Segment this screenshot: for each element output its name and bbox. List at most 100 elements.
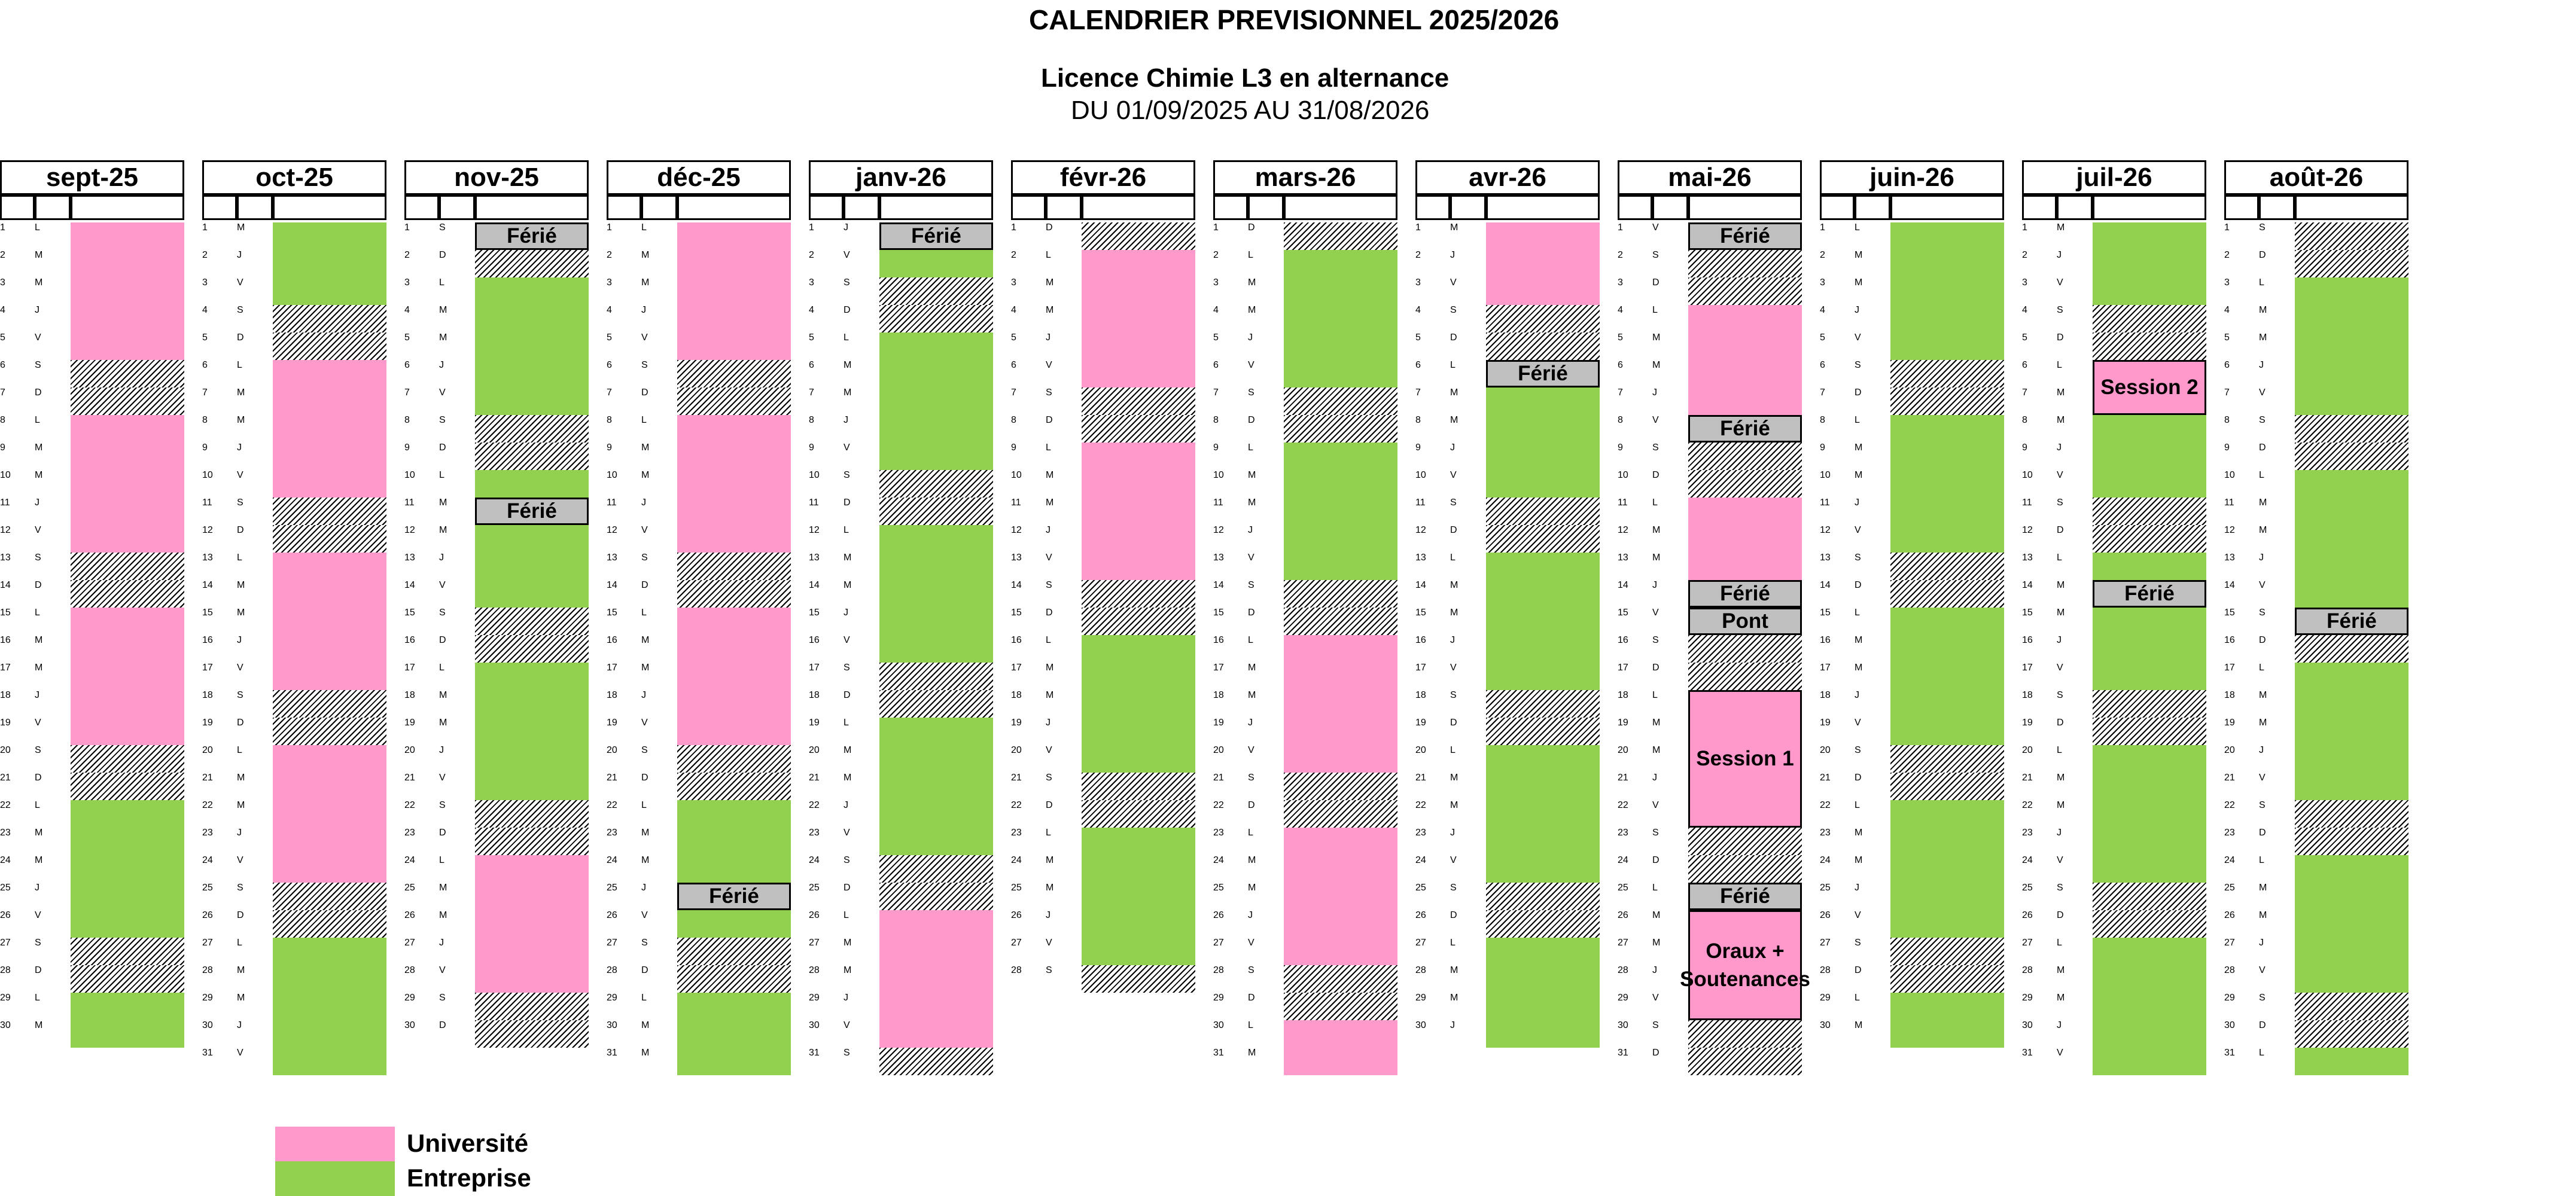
day-status-cell <box>677 855 791 883</box>
weekday-letter: S <box>2057 498 2063 508</box>
day-number: 12 <box>404 525 415 535</box>
weekday-letter: D <box>237 718 244 728</box>
day-status-cell <box>273 1048 386 1075</box>
weekday-letter: M <box>2057 800 2065 810</box>
day-status-cell <box>1082 745 1195 773</box>
day-number: 17 <box>1011 663 1022 673</box>
weekday-letter: V <box>2259 580 2266 590</box>
day-number: 4 <box>2224 305 2230 315</box>
day-number: 24 <box>202 855 213 865</box>
day-status-cell <box>273 745 386 773</box>
day-status-cell <box>71 525 184 553</box>
weekday-letter: D <box>844 690 851 700</box>
weekday-letter: S <box>641 553 648 563</box>
holiday-label: Pont <box>1688 608 1802 635</box>
day-status-cell <box>1486 635 1600 663</box>
day-status-cell <box>71 608 184 635</box>
month-header-dec: déc-25 <box>607 160 791 195</box>
spacer-cell <box>1652 195 1688 220</box>
month-header-janv: janv-26 <box>809 160 993 195</box>
day-status-cell <box>71 718 184 745</box>
day-number: 26 <box>2022 910 2033 920</box>
day-number: 18 <box>809 690 820 700</box>
day-number: 17 <box>404 663 415 673</box>
weekday-letter: L <box>439 855 444 865</box>
weekday-letter: S <box>641 745 648 755</box>
day-number: 9 <box>1213 443 1219 453</box>
weekday-letter: J <box>1855 690 1859 700</box>
day-status-cell <box>273 415 386 443</box>
day-status-cell <box>475 883 589 910</box>
spacer-cell <box>1450 195 1486 220</box>
weekday-letter: J <box>1046 525 1051 535</box>
day-status-cell <box>1486 690 1600 718</box>
day-status-cell <box>1688 388 1802 415</box>
weekday-letter: S <box>1450 883 1457 893</box>
weekday-letter: D <box>35 773 42 783</box>
day-status-cell <box>2093 608 2206 635</box>
day-status-cell <box>273 828 386 855</box>
day-number: 8 <box>1415 415 1421 425</box>
day-number: 29 <box>2224 993 2235 1003</box>
weekday-letter: L <box>1248 443 1253 453</box>
day-number: 28 <box>404 965 415 975</box>
weekday-letter: D <box>1046 800 1053 810</box>
day-number: 15 <box>1011 608 1022 618</box>
day-number: 5 <box>2022 332 2027 343</box>
day-status-cell <box>879 855 993 883</box>
day-status-cell <box>273 277 386 305</box>
weekday-letter: J <box>1450 1020 1455 1030</box>
day-number: 14 <box>202 580 213 590</box>
weekday-letter: M <box>1450 222 1458 233</box>
spacer-cell <box>1415 195 1450 220</box>
day-number: 5 <box>2224 332 2230 343</box>
weekday-letter: J <box>844 608 848 618</box>
day-number: 20 <box>1618 745 1628 755</box>
weekday-letter: L <box>1450 553 1456 563</box>
day-number: 10 <box>1213 470 1224 480</box>
day-status-cell <box>273 332 386 360</box>
day-number <box>1011 993 1046 1020</box>
day-number: 24 <box>809 855 820 865</box>
spacer-cell <box>0 195 35 220</box>
day-number: 3 <box>1011 277 1016 288</box>
weekday-letter: J <box>1248 332 1253 343</box>
day-number: 17 <box>809 663 820 673</box>
day-number: 24 <box>2022 855 2033 865</box>
day-number: 12 <box>1618 525 1628 535</box>
weekday-letter: D <box>641 388 648 398</box>
day-status-cell <box>2295 1020 2408 1048</box>
day-number: 1 <box>1011 222 1016 233</box>
day-number: 2 <box>1213 250 1219 260</box>
day-number: 17 <box>202 663 213 673</box>
day-number: 21 <box>0 773 11 783</box>
period-text: DU 01/09/2025 AU 31/08/2026 <box>1071 96 1430 125</box>
day-status-cell <box>1688 360 1802 388</box>
day-number: 20 <box>404 745 415 755</box>
weekday-letter: S <box>1652 828 1659 838</box>
weekday-letter: S <box>1652 1020 1659 1030</box>
day-number: 22 <box>1618 800 1628 810</box>
day-status-cell <box>2295 470 2408 498</box>
day-number: 6 <box>1618 360 1623 370</box>
weekday-letter: M <box>237 222 245 233</box>
weekday-letter: V <box>1248 360 1254 370</box>
day-status-cell <box>1890 635 2004 663</box>
day-status-cell <box>879 965 993 993</box>
day-number: 24 <box>404 855 415 865</box>
weekday-letter: L <box>641 608 647 618</box>
day-number: 12 <box>2022 525 2033 535</box>
day-status-cell <box>2093 800 2206 828</box>
weekday-letter: V <box>641 718 648 728</box>
day-number: 9 <box>1011 443 1016 453</box>
day-number: 1 <box>2022 222 2027 233</box>
day-number: 4 <box>1415 305 1421 315</box>
day-status-cell <box>879 993 993 1020</box>
day-number: 26 <box>1820 910 1831 920</box>
day-status-cell <box>475 690 589 718</box>
day-number: 29 <box>1213 993 1224 1003</box>
day-status-cell <box>677 222 791 250</box>
day-number: 5 <box>0 332 5 343</box>
day-number: 3 <box>404 277 410 288</box>
day-number: 23 <box>1213 828 1224 838</box>
